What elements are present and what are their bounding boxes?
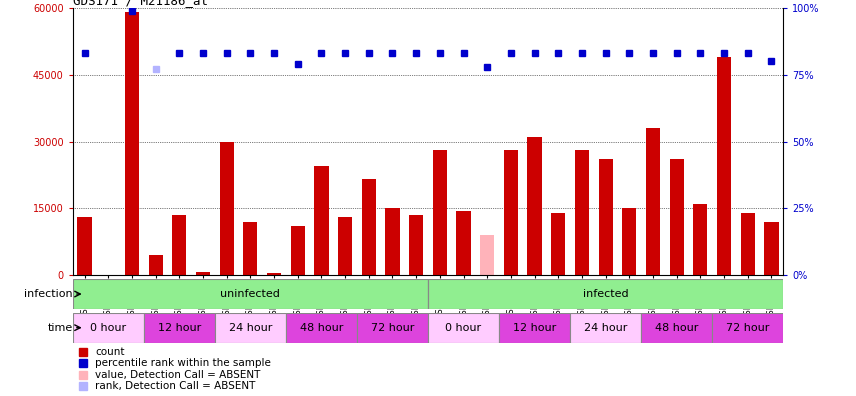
Text: rank, Detection Call = ABSENT: rank, Detection Call = ABSENT (96, 381, 256, 391)
Bar (693, 204, 707, 275)
Bar (215, 313, 286, 343)
Bar (669, 159, 684, 275)
Bar (480, 235, 494, 275)
Bar (267, 273, 281, 275)
Bar (385, 208, 400, 275)
Bar (646, 128, 660, 275)
Text: infection: infection (24, 289, 73, 299)
Bar (527, 137, 542, 275)
Bar (73, 279, 428, 309)
Text: 0 hour: 0 hour (445, 323, 482, 333)
Bar (357, 313, 428, 343)
Bar (144, 313, 215, 343)
Text: count: count (96, 347, 125, 357)
Bar (456, 211, 471, 275)
Bar (575, 150, 589, 275)
Bar (314, 166, 329, 275)
Text: 12 hour: 12 hour (513, 323, 556, 333)
Bar (764, 222, 778, 275)
Bar (551, 213, 565, 275)
Text: 48 hour: 48 hour (655, 323, 698, 333)
Bar (125, 12, 139, 275)
Bar (428, 279, 783, 309)
Text: 72 hour: 72 hour (371, 323, 414, 333)
Text: 24 hour: 24 hour (229, 323, 272, 333)
Bar (78, 217, 92, 275)
Text: 24 hour: 24 hour (584, 323, 627, 333)
Bar (428, 313, 499, 343)
Text: uninfected: uninfected (221, 289, 280, 299)
Bar (712, 313, 783, 343)
Bar (73, 313, 144, 343)
Bar (409, 215, 423, 275)
Text: GDS171 / M21186_at: GDS171 / M21186_at (73, 0, 208, 7)
Bar (717, 57, 731, 275)
Text: infected: infected (583, 289, 628, 299)
Bar (622, 208, 636, 275)
Bar (196, 272, 210, 275)
Bar (338, 217, 352, 275)
Bar (291, 226, 305, 275)
Bar (598, 159, 613, 275)
Bar (641, 313, 712, 343)
Text: time: time (48, 323, 73, 333)
Bar (286, 313, 357, 343)
Text: 0 hour: 0 hour (90, 323, 127, 333)
Text: 72 hour: 72 hour (726, 323, 770, 333)
Bar (740, 213, 755, 275)
Bar (149, 255, 163, 275)
Bar (570, 313, 641, 343)
Text: percentile rank within the sample: percentile rank within the sample (96, 358, 271, 368)
Text: 48 hour: 48 hour (300, 323, 343, 333)
Bar (362, 179, 376, 275)
Bar (433, 150, 447, 275)
Bar (172, 215, 187, 275)
Bar (220, 141, 234, 275)
Bar (499, 313, 570, 343)
Bar (243, 222, 258, 275)
Text: value, Detection Call = ABSENT: value, Detection Call = ABSENT (96, 370, 261, 380)
Text: 12 hour: 12 hour (158, 323, 201, 333)
Bar (504, 150, 518, 275)
